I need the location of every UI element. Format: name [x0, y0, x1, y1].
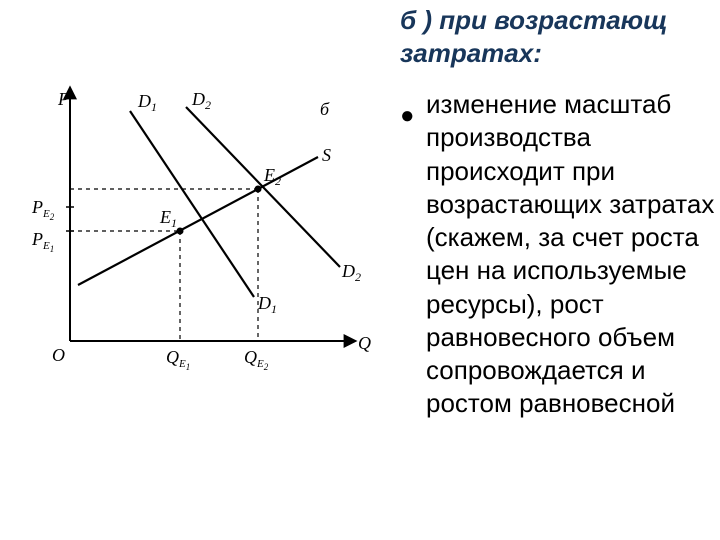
- page: б ) при возрастающ затратах: ● изменение…: [0, 0, 720, 540]
- label-panel: б: [320, 99, 330, 119]
- label-pe2: PE2: [31, 197, 55, 222]
- label-d2-top: D2: [191, 89, 211, 112]
- label-origin: O: [52, 345, 65, 365]
- point-e2: [255, 186, 262, 193]
- label-d1-bottom: D1: [257, 293, 277, 316]
- demand-line-d2: [186, 107, 340, 267]
- label-p-axis: P: [57, 89, 69, 109]
- bullet-glyph: ●: [400, 102, 415, 130]
- label-q-axis: Q: [358, 333, 371, 353]
- label-pe1: PE1: [31, 229, 54, 254]
- chart-svg: P Q O б S D1 D1 D2 D2 E1 E2 PE1 PE2 QE1 …: [22, 80, 382, 390]
- heading: б ) при возрастающ затратах:: [400, 4, 720, 69]
- label-d1-top: D1: [137, 91, 157, 114]
- supply-demand-chart: P Q O б S D1 D1 D2 D2 E1 E2 PE1 PE2 QE1 …: [22, 80, 382, 390]
- label-d2-bottom: D2: [341, 261, 361, 284]
- label-e1: E1: [159, 207, 177, 230]
- demand-line-d1: [130, 111, 254, 297]
- label-qe1: QE1: [166, 347, 190, 372]
- point-e1: [177, 228, 184, 235]
- label-qe2: QE2: [244, 347, 269, 372]
- supply-line: [78, 157, 318, 285]
- label-s: S: [322, 145, 331, 165]
- label-e2: E2: [263, 165, 281, 188]
- body-text: изменение масштаб производства происходи…: [426, 88, 720, 421]
